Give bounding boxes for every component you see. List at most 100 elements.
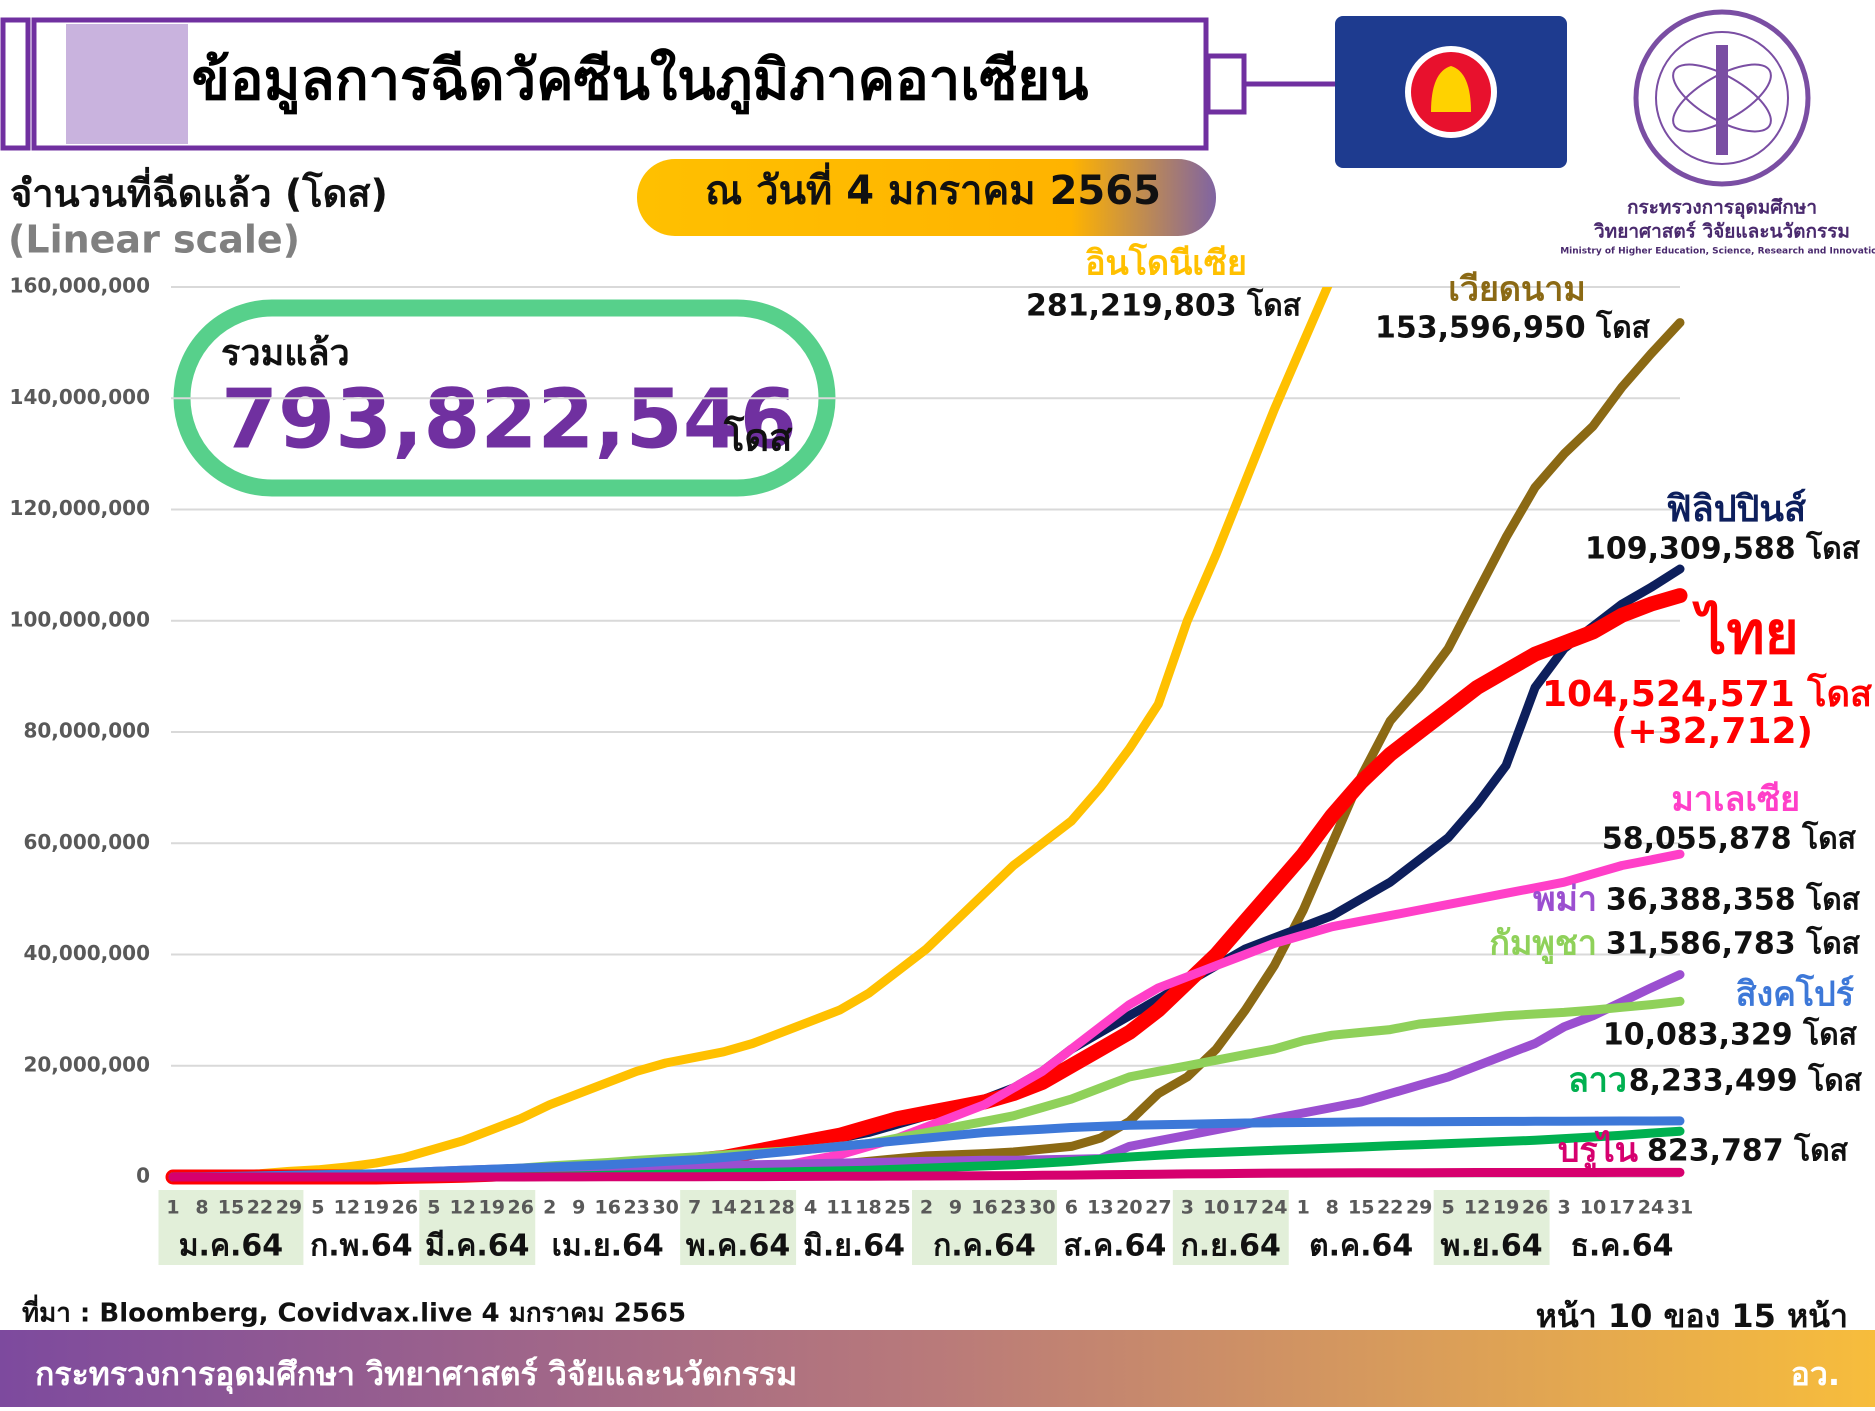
x-tick-label: 29 xyxy=(1406,1197,1432,1219)
x-tick-label: 26 xyxy=(508,1197,534,1219)
x-tick-label: 8 xyxy=(1326,1197,1339,1219)
x-tick-label: 3 xyxy=(1557,1197,1570,1219)
logo-text: วิทยาศาสตร์ วิจัยและนวัตกรรม xyxy=(1594,221,1850,243)
x-tick-label: 1 xyxy=(1297,1197,1310,1219)
x-tick-label: 10 xyxy=(1203,1197,1229,1219)
x-tick-label: 15 xyxy=(1348,1197,1374,1219)
end-label: 31,586,783 โดส xyxy=(1606,925,1861,962)
month-label: ส.ค.64 xyxy=(1063,1229,1166,1264)
y-tick-label: 40,000,000 xyxy=(23,941,150,965)
month-label: ธ.ค.64 xyxy=(1571,1229,1674,1264)
source: ที่มา : Bloomberg, Covidvax.live 4 มกราค… xyxy=(22,1294,686,1329)
end-label: 8,233,499 โดส xyxy=(1629,1062,1863,1099)
x-tick-label: 22 xyxy=(1377,1197,1403,1219)
month-label: มิ.ย.64 xyxy=(803,1229,905,1264)
month-label: เม.ย.64 xyxy=(552,1229,664,1264)
month-label: ก.ค.64 xyxy=(933,1229,1036,1264)
month-band xyxy=(1172,1190,1289,1265)
x-tick-label: 21 xyxy=(739,1197,765,1219)
x-tick-label: 18 xyxy=(855,1197,881,1219)
legend-name: ฟิลิปปินส์ xyxy=(1666,488,1806,530)
end-label: 153,596,950 โดส xyxy=(1375,309,1651,346)
legend-name: ไทย xyxy=(1691,599,1798,667)
end-label: 104,524,571 โดส xyxy=(1542,672,1872,715)
month-label: ก.พ.64 xyxy=(310,1229,412,1264)
x-tick-label: 26 xyxy=(392,1197,418,1219)
footer-bar xyxy=(0,1330,1875,1407)
end-label: 10,083,329 โดส xyxy=(1603,1016,1858,1053)
total-value: 793,822,546 xyxy=(221,372,797,467)
title: ข้อมูลการฉีดวัคซีนในภูมิภาคอาเซียน xyxy=(192,47,1089,115)
legend-name: เวียดนาม xyxy=(1448,270,1585,310)
end-label: 109,309,588 โดส xyxy=(1585,530,1861,567)
x-tick-label: 30 xyxy=(652,1197,678,1219)
x-tick-label: 13 xyxy=(1087,1197,1113,1219)
x-tick-label: 29 xyxy=(276,1197,302,1219)
footer-ministry: กระทรวงการอุดมศึกษา วิทยาศาสตร์ วิจัยและ… xyxy=(35,1355,797,1395)
y-axis-label: จำนวนที่ฉีดแล้ว (โดส) xyxy=(10,167,388,216)
series-line xyxy=(168,564,1685,1182)
footer-abbr: อว. xyxy=(1791,1355,1840,1393)
x-tick-label: 23 xyxy=(1000,1197,1026,1219)
month-band xyxy=(680,1190,797,1265)
x-tick-label: 11 xyxy=(826,1197,852,1219)
x-tick-label: 24 xyxy=(1638,1197,1664,1219)
series-line xyxy=(168,996,1685,1182)
logo-text: กระทรวงการอุดมศึกษา xyxy=(1627,197,1817,220)
end-label: 281,219,803 โดส xyxy=(1026,287,1302,324)
x-tick-label: 2 xyxy=(920,1197,933,1219)
month-label: พ.ย.64 xyxy=(1441,1229,1543,1264)
series-line xyxy=(168,1116,1685,1182)
x-tick-label: 5 xyxy=(1442,1197,1455,1219)
end-note: (+32,712) xyxy=(1611,711,1813,752)
y-tick-label: 140,000,000 xyxy=(10,385,150,409)
x-tick-label: 8 xyxy=(195,1197,208,1219)
logo-inner xyxy=(1655,31,1789,165)
x-tick-label: 1 xyxy=(166,1197,179,1219)
legend-name: กัมพูชา xyxy=(1489,924,1597,965)
x-tick-label: 5 xyxy=(311,1197,324,1219)
month-band xyxy=(1433,1190,1550,1265)
legend-name: พม่า xyxy=(1533,880,1597,920)
x-tick-label: 24 xyxy=(1261,1197,1287,1219)
x-tick-label: 19 xyxy=(479,1197,505,1219)
logo-emblem xyxy=(1716,45,1728,155)
x-tick-label: 23 xyxy=(623,1197,649,1219)
x-tick-label: 26 xyxy=(1522,1197,1548,1219)
lines xyxy=(165,287,1688,1185)
x-tick-label: 16 xyxy=(971,1197,997,1219)
syringe-plunger xyxy=(66,24,188,144)
x-tick-label: 19 xyxy=(1493,1197,1519,1219)
month-label: ก.ย.64 xyxy=(1181,1229,1281,1264)
x-tick-label: 20 xyxy=(1116,1197,1142,1219)
month-label: พ.ค.64 xyxy=(686,1229,790,1264)
x-tick-label: 12 xyxy=(1464,1197,1490,1219)
y-tick-label: 120,000,000 xyxy=(10,496,150,520)
x-tick-label: 17 xyxy=(1232,1197,1258,1219)
x-tick-label: 9 xyxy=(572,1197,585,1219)
flag-emblem xyxy=(1431,66,1471,112)
total-label: รวมแล้ว xyxy=(221,333,350,374)
x-tick-label: 3 xyxy=(1181,1197,1194,1219)
month-label: มี.ค.64 xyxy=(425,1229,529,1264)
series-line xyxy=(168,1167,1685,1182)
x-tick-label: 31 xyxy=(1667,1197,1693,1219)
plot: ม.ค.64 ก.พ.64 มี.ค.64 เม.ย.64 พ.ค.64 มิ.ย.64 ก… xyxy=(10,274,1693,1265)
x-tick-label: 2 xyxy=(543,1197,556,1219)
x-tick-label: 12 xyxy=(450,1197,476,1219)
x-tick-label: 14 xyxy=(710,1197,736,1219)
y-tick-label: 0 xyxy=(136,1164,150,1188)
page-number: หน้า 10 ของ 15 หน้า xyxy=(1536,1297,1848,1335)
x-tick-label: 6 xyxy=(1065,1197,1078,1219)
y-scale-note: (Linear scale) xyxy=(8,218,300,262)
series-line xyxy=(165,588,1688,1185)
logo-orbit xyxy=(1672,63,1772,133)
syringe-hub xyxy=(1205,53,1247,115)
legend-name: มาเลเซีย xyxy=(1671,780,1800,820)
x-tick-label: 30 xyxy=(1029,1197,1055,1219)
legend-name: บรูไน xyxy=(1558,1130,1638,1172)
x-tick-label: 28 xyxy=(768,1197,794,1219)
month-label: ต.ค.64 xyxy=(1309,1229,1413,1264)
